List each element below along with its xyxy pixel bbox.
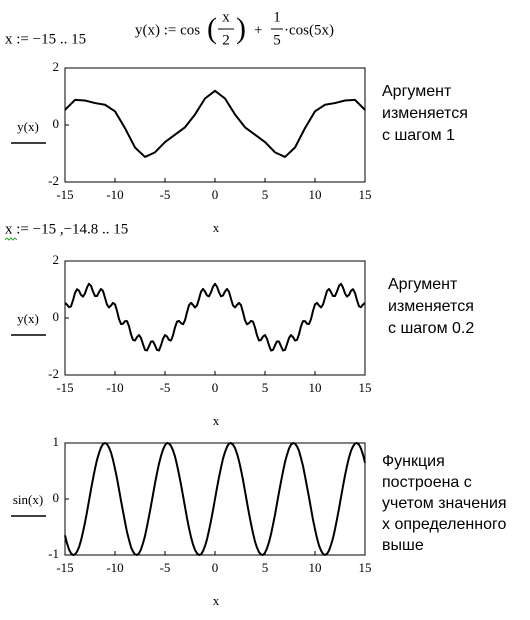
x-tick-label: 5 — [262, 380, 269, 395]
x-tick-label: 15 — [359, 380, 372, 395]
y-definition-right: ·cos(5x) — [284, 22, 334, 38]
annotation: изменяется — [382, 105, 468, 122]
fraction-denominator: 5 — [273, 32, 281, 48]
annotation: Аргумент — [388, 276, 458, 293]
y-axis-label: y(x) — [17, 119, 39, 134]
fraction-numerator: 1 — [273, 9, 281, 25]
annotation: изменяется — [388, 298, 474, 315]
x-tick-label: 5 — [262, 560, 269, 575]
x-range-definition: x := −15 .. 15 — [5, 31, 86, 47]
annotation: Аргумент — [382, 83, 452, 100]
annotation: построена с — [382, 474, 472, 491]
data-line — [64, 89, 366, 158]
data-line — [64, 282, 366, 352]
x-tick-label: -10 — [106, 560, 123, 575]
plot-frame — [64, 67, 366, 183]
paren: ( — [207, 12, 217, 45]
x-tick-label: 10 — [309, 560, 322, 575]
y-axis-label: sin(x) — [13, 492, 43, 507]
x-tick-label: -5 — [160, 560, 171, 575]
x-tick-label: -15 — [56, 380, 73, 395]
y-tick-label: 0 — [53, 309, 60, 324]
x-axis-label: x — [213, 220, 220, 235]
x-tick-label: -10 — [106, 380, 123, 395]
x-tick-label: -10 — [106, 187, 123, 202]
fraction-denominator: 2 — [222, 32, 230, 48]
y-tick-label: -1 — [48, 546, 59, 561]
fraction-numerator: x — [222, 9, 230, 25]
y-tick-label: 2 — [53, 252, 60, 267]
y-tick-label: 0 — [53, 116, 60, 131]
annotation: выше — [382, 537, 424, 554]
y-tick-label: 0 — [53, 490, 60, 505]
x-axis-label: x — [213, 413, 220, 428]
x-tick-label: 10 — [309, 187, 322, 202]
annotation: учетом значения — [382, 495, 507, 512]
x-tick-label: -5 — [160, 380, 171, 395]
y-tick-label: 1 — [53, 434, 60, 449]
y-tick-label: 2 — [53, 59, 60, 74]
x-tick-label: -15 — [56, 560, 73, 575]
annotation: с шагом 0.2 — [388, 320, 474, 337]
plus-sign: + — [254, 22, 262, 38]
paren: ) — [236, 12, 246, 45]
x-tick-label: 15 — [359, 560, 372, 575]
y-axis-label: y(x) — [17, 311, 39, 326]
x-tick-label: -5 — [160, 187, 171, 202]
annotation: Функция — [382, 453, 445, 470]
x-tick-label: -15 — [56, 187, 73, 202]
y-definition-left: y(x) := cos — [135, 22, 200, 38]
annotation: х определенного — [382, 516, 506, 533]
annotation: с шагом 1 — [382, 127, 455, 144]
data-line — [64, 442, 366, 556]
x-tick-label: 0 — [212, 380, 219, 395]
x-range-definition: x := −15 ,−14.8 .. 15 — [5, 221, 128, 237]
x-tick-label: 0 — [212, 187, 219, 202]
x-tick-label: 0 — [212, 560, 219, 575]
x-tick-label: 10 — [309, 380, 322, 395]
x-axis-label: x — [213, 593, 220, 608]
y-tick-label: -2 — [48, 173, 59, 188]
y-tick-label: -2 — [48, 366, 59, 381]
spell-squiggle — [4, 237, 18, 241]
plot-frame — [64, 260, 366, 376]
x-tick-label: 15 — [359, 187, 372, 202]
x-tick-label: 5 — [262, 187, 269, 202]
